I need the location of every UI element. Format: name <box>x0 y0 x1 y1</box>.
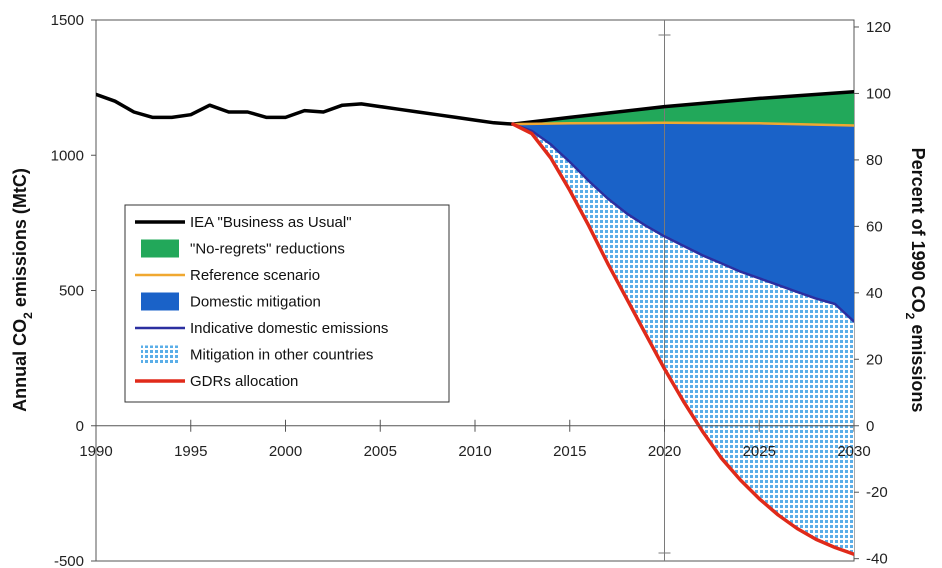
indicative-domestic-line <box>511 122 854 323</box>
x-tick-label: 2010 <box>458 443 491 460</box>
legend-label: Mitigation in other countries <box>190 347 373 364</box>
x-tick-label: 2005 <box>364 443 397 460</box>
y-tick-label-left: -500 <box>54 553 84 568</box>
legend-label: Indicative domestic emissions <box>190 320 388 337</box>
x-tick-label: 2020 <box>648 443 681 460</box>
y-tick-label-right: 0 <box>866 418 874 435</box>
x-tick-label: 2025 <box>743 443 776 460</box>
legend-label: GDRs allocation <box>190 373 298 390</box>
legend-label: "No-regrets" reductions <box>190 241 345 258</box>
y-tick-label-left: 1500 <box>51 12 84 29</box>
y-tick-label-right: 80 <box>866 152 883 169</box>
y-tick-label-right: -20 <box>866 484 888 501</box>
legend-symbol <box>141 292 179 311</box>
x-tick-label: 1995 <box>174 443 207 460</box>
area-no-regrets <box>512 91 854 126</box>
y-tick-label-right: 20 <box>866 351 883 368</box>
x-tick-label: 1990 <box>79 443 112 460</box>
legend-symbol <box>141 345 179 364</box>
y-tick-label-right: 120 <box>866 19 891 36</box>
areas-layer <box>512 91 854 555</box>
legend: IEA "Business as Usual" "No-regrets" redu… <box>124 204 450 403</box>
axis-layer: 1990 1995 2000 2005 2010 2015 2020 2025 2030-500… <box>51 12 891 568</box>
reference-line <box>511 121 854 127</box>
y-tick-label-right: 100 <box>866 85 891 102</box>
area-mitigation-other-countries <box>512 124 854 555</box>
legend-label: Domestic mitigation <box>190 294 321 311</box>
y-tick-label-right: -40 <box>866 551 888 568</box>
y-tick-label-left: 0 <box>76 418 84 435</box>
legend-label: Reference scenario <box>190 267 320 284</box>
y-tick-label-right: 60 <box>866 218 883 235</box>
legend-label: IEA "Business as Usual" <box>190 214 352 231</box>
y-axis-title-right: Percent of 1990 CO2 emissions <box>903 148 928 413</box>
y-tick-label-left: 1000 <box>51 147 84 164</box>
area-domestic-mitigation <box>512 122 854 322</box>
gdrs-line <box>511 122 854 556</box>
x-tick-label: 2030 <box>837 443 870 460</box>
legend-symbol <box>141 239 179 258</box>
lines-layer <box>96 89 854 556</box>
x-tick-label: 2000 <box>269 443 302 460</box>
y-axis-title-left: Annual CO2 emissions (MtC) <box>10 168 35 412</box>
y-tick-label-left: 500 <box>59 283 84 300</box>
grid-layer <box>658 20 671 561</box>
x-tick-label: 2015 <box>553 443 586 460</box>
bau-line <box>96 89 854 126</box>
y-tick-label-right: 40 <box>866 285 883 302</box>
